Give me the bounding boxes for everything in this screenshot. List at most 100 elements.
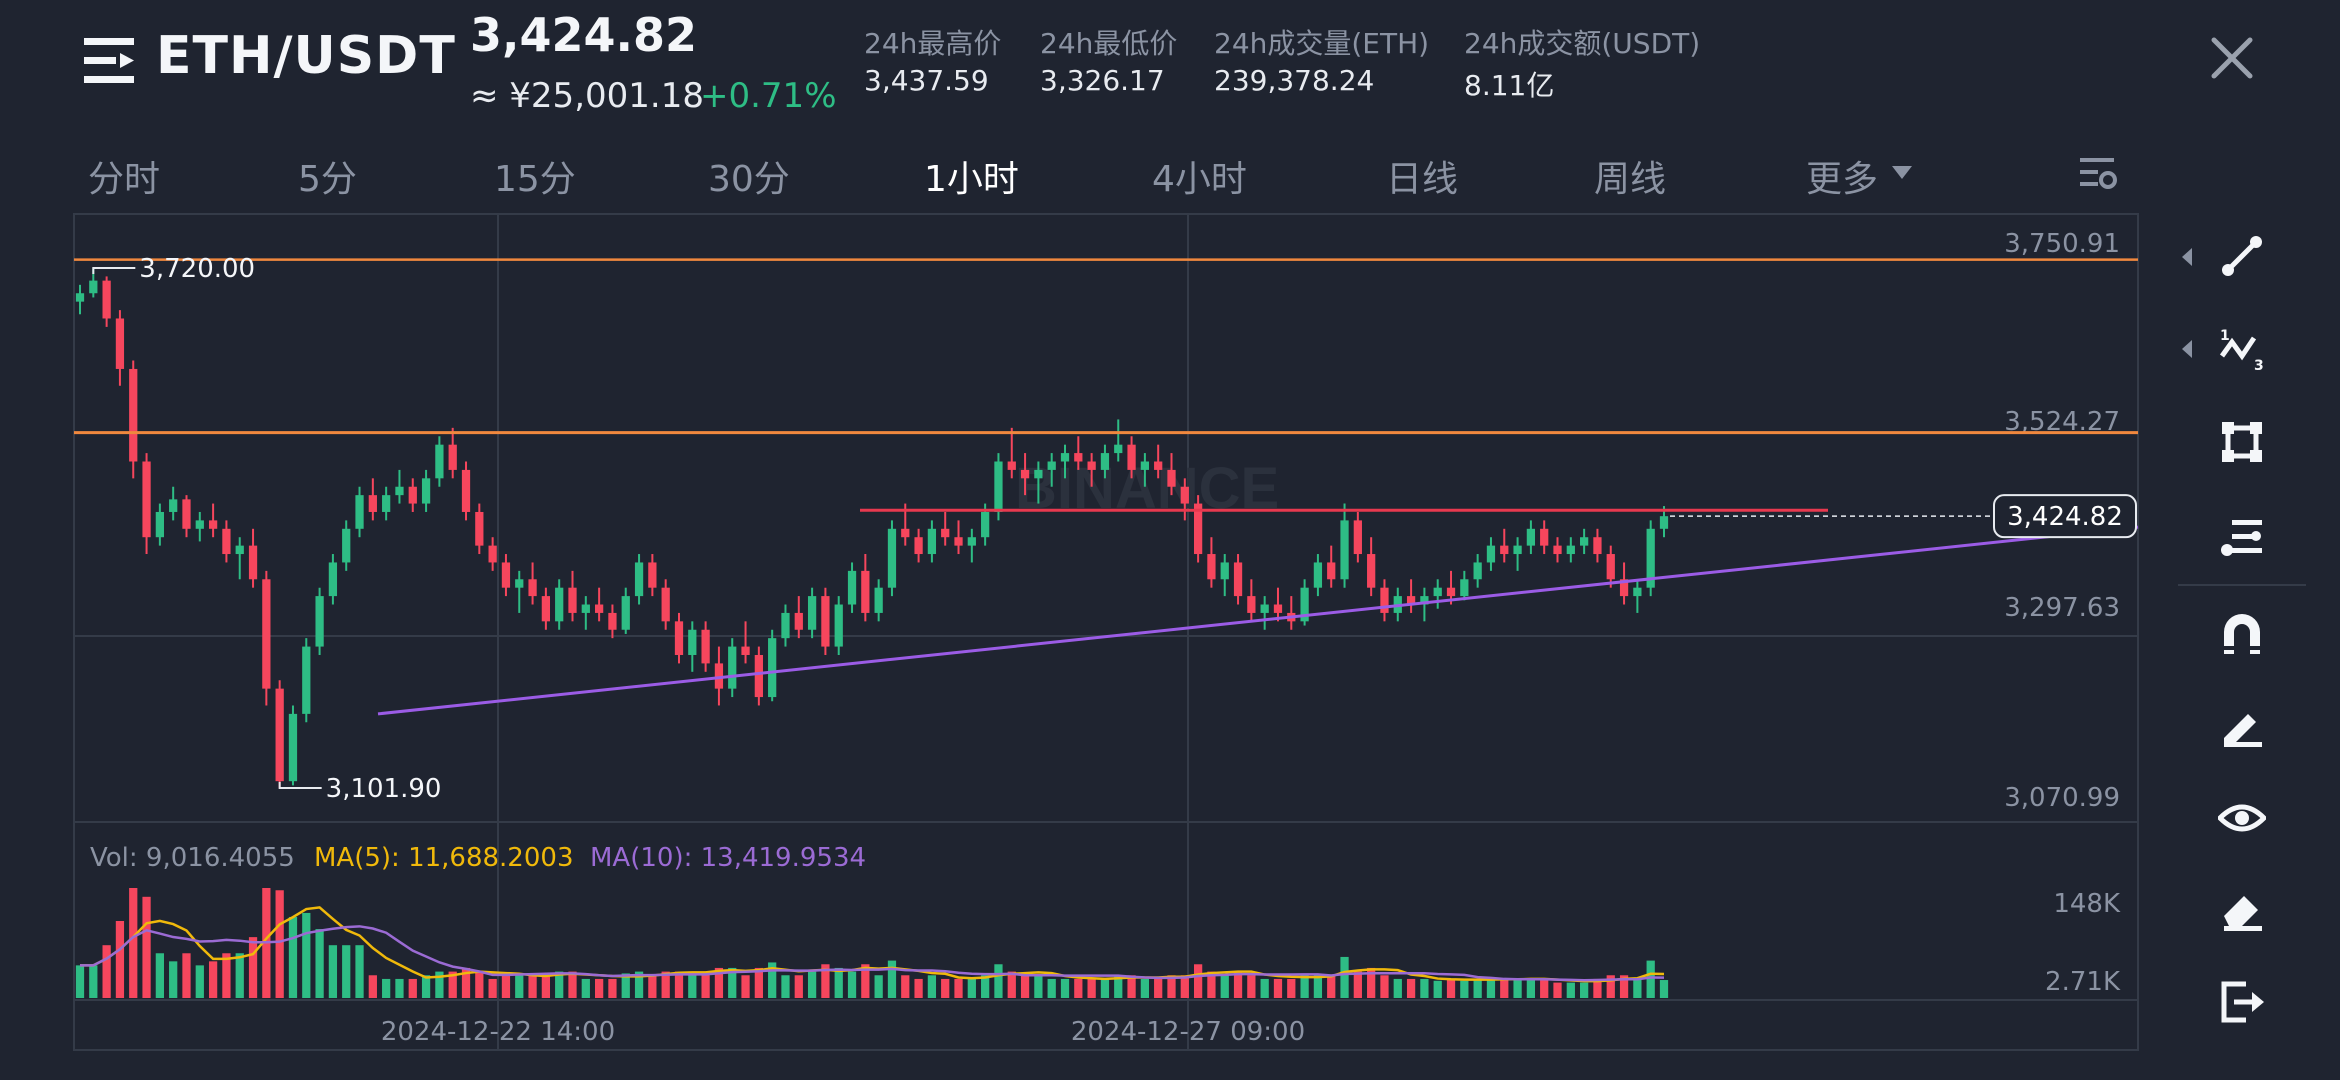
- candle-body: [781, 612, 790, 639]
- stat-turnover-label: 24h成交额(USDT): [1464, 27, 1701, 60]
- candle-body: [435, 444, 444, 479]
- pair-title[interactable]: ETH/USDT: [156, 26, 456, 86]
- close-icon[interactable]: [2208, 34, 2256, 82]
- price-axis-label: 3,297.63: [2004, 593, 2120, 623]
- tab-1h[interactable]: 1小时: [924, 159, 1019, 200]
- candle-body: [1513, 545, 1522, 555]
- candle-body: [541, 596, 551, 622]
- chart-settings-icon[interactable]: [2078, 154, 2118, 194]
- candle-body: [621, 596, 630, 630]
- candle-body: [1220, 562, 1229, 580]
- candle-body: [195, 520, 204, 529]
- volume-bar: [1193, 964, 1203, 998]
- line-tool-icon[interactable]: [2218, 232, 2266, 280]
- candle-body: [954, 537, 963, 546]
- volume-bar: [901, 975, 910, 998]
- svg-text:1: 1: [2220, 328, 2230, 344]
- magnet-icon[interactable]: [2218, 610, 2266, 658]
- tab-1d[interactable]: 日线: [1386, 159, 1459, 200]
- volume-bar: [1486, 978, 1496, 998]
- candle-body: [594, 604, 604, 613]
- wave-tool-icon[interactable]: 1 3: [2218, 326, 2266, 374]
- candle-body: [1327, 562, 1336, 580]
- chart-grid: [73, 213, 2139, 1051]
- volume-ma10-line: [80, 925, 1665, 982]
- volume-bar: [488, 978, 497, 998]
- volume-bar: [1007, 971, 1016, 998]
- candle-body: [421, 478, 431, 504]
- date-axis-label: 2024-12-22 14:00: [381, 1017, 615, 1047]
- volume-bar: [248, 937, 258, 998]
- pencil-icon[interactable]: [2218, 702, 2266, 750]
- tab-30m[interactable]: 30分: [708, 159, 790, 200]
- volume-bar: [1060, 978, 1070, 998]
- volume-bar: [1114, 975, 1123, 998]
- candle-body: [1193, 503, 1203, 555]
- volume-bar: [461, 967, 471, 998]
- eraser-icon[interactable]: [2218, 886, 2266, 934]
- volume-bar: [541, 975, 551, 998]
- candle-body: [728, 646, 737, 689]
- exit-icon[interactable]: [2218, 978, 2266, 1026]
- volume-bar: [568, 971, 577, 998]
- volume-bar: [1100, 978, 1110, 998]
- eye-icon[interactable]: [2218, 794, 2266, 842]
- volume-bar: [807, 971, 817, 998]
- tab-1w[interactable]: 周线: [1594, 159, 1667, 200]
- candle-body: [981, 511, 990, 538]
- volume-bar: [661, 971, 670, 998]
- expand-left-icon[interactable]: [2180, 338, 2194, 360]
- fib-tool-icon[interactable]: [2218, 512, 2266, 560]
- volume-bar: [169, 961, 178, 998]
- volume-bar: [914, 978, 923, 998]
- tab-more[interactable]: 更多: [1806, 159, 1879, 200]
- trendline[interactable]: [377, 525, 2139, 716]
- volume-bar: [1180, 975, 1189, 998]
- candle-body: [315, 596, 324, 647]
- candle-body: [208, 520, 218, 529]
- volume-bar: [1287, 978, 1296, 998]
- volume-bar: [994, 964, 1003, 998]
- volume-bar: [594, 978, 604, 998]
- candle-body: [1140, 461, 1150, 470]
- candle-body: [1074, 453, 1083, 462]
- stat-low-label: 24h最低价: [1040, 27, 1178, 60]
- candle-body: [275, 688, 284, 782]
- candle-body: [501, 562, 511, 588]
- volume-bar: [435, 971, 444, 998]
- menu-icon[interactable]: [84, 36, 136, 86]
- volume-bar: [275, 890, 284, 998]
- stat-volume-value: 239,378.24: [1214, 64, 1375, 97]
- candle-body: [914, 537, 923, 555]
- ma5-label: MA(5): 11,688.2003: [314, 843, 573, 873]
- tab-4h[interactable]: 4小时: [1152, 159, 1247, 200]
- volume-bar: [1580, 982, 1589, 998]
- candle-body: [448, 444, 457, 470]
- candle-body: [1247, 596, 1256, 613]
- volume-series: [75, 888, 1669, 998]
- tab-5m[interactable]: 5分: [298, 159, 357, 200]
- candle-body: [1260, 604, 1269, 613]
- shape-tool-icon[interactable]: [2218, 418, 2266, 466]
- candle-body: [927, 528, 937, 555]
- volume-bar: [701, 971, 710, 998]
- candle-body: [1060, 453, 1070, 462]
- candle-body: [887, 528, 897, 588]
- candle-body: [1127, 444, 1136, 470]
- candle-body: [901, 528, 910, 538]
- volume-bar: [395, 978, 404, 998]
- volume-bar: [754, 967, 763, 998]
- volume-axis-label: 2.71K: [2045, 967, 2121, 997]
- price-chart[interactable]: BINANCE 3,750.91 3,524.27 3,297.63 3,070…: [0, 210, 2150, 1060]
- candle-body: [1034, 469, 1043, 479]
- volume-bar: [1127, 975, 1136, 998]
- expand-left-icon[interactable]: [2180, 246, 2194, 268]
- volume-bar: [368, 975, 377, 998]
- candle-body: [1460, 579, 1469, 597]
- tab-15m[interactable]: 15分: [494, 159, 576, 200]
- candle-body: [1273, 604, 1283, 613]
- volume-bar: [967, 978, 976, 998]
- tab-timeshare[interactable]: 分时: [88, 159, 161, 200]
- volume-bar: [421, 975, 431, 998]
- volume-label: Vol: 9,016.4055: [90, 843, 295, 873]
